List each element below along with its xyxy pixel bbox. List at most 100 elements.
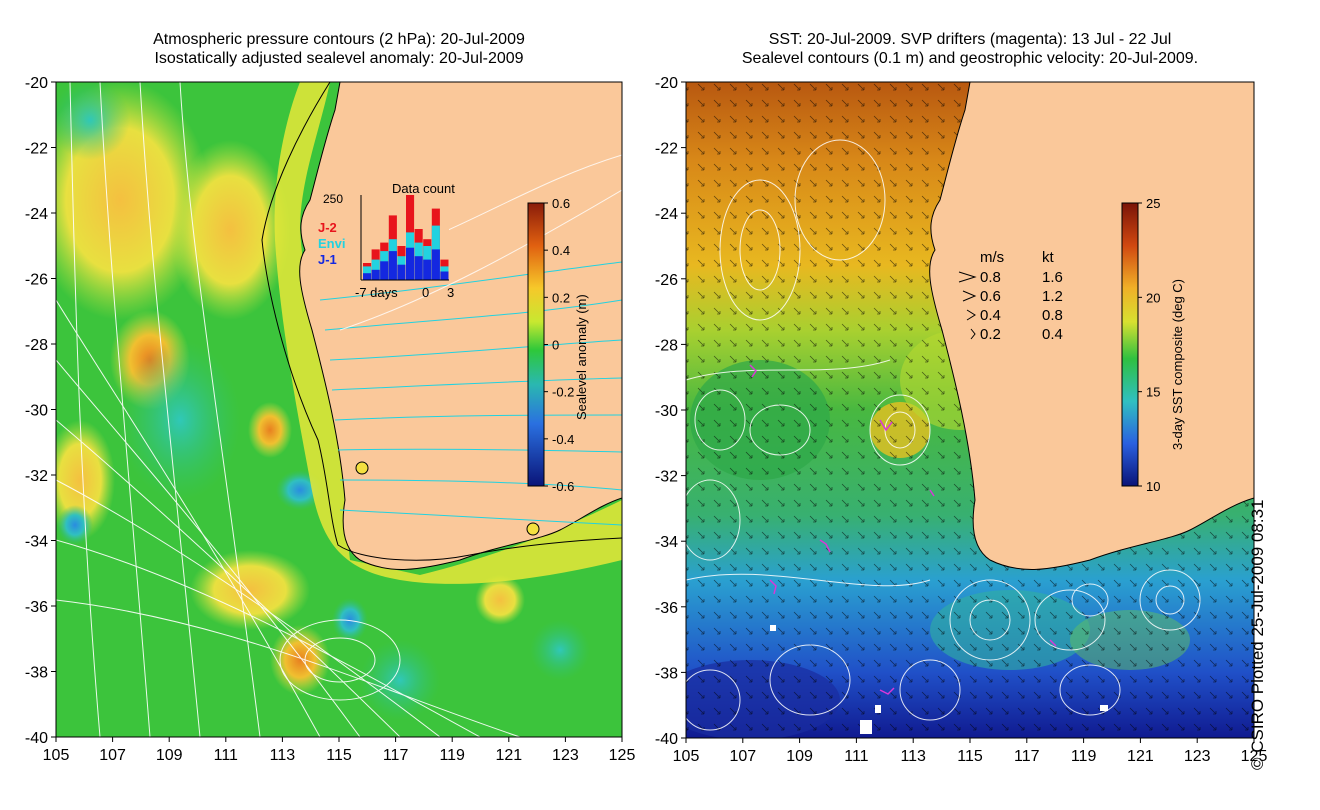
right-lat-label: -36 xyxy=(655,600,678,617)
velocity-legend-kt: 0.4 xyxy=(1042,326,1063,343)
right-lat-label: -22 xyxy=(655,141,678,158)
data-count-bar-j1 xyxy=(388,251,397,280)
data-count-bar-j1 xyxy=(414,256,423,280)
legend-j2: J-2 xyxy=(318,220,337,235)
data-count-bar-j1 xyxy=(380,261,389,280)
left-lon-label: 119 xyxy=(439,747,465,764)
right-lat-label: -30 xyxy=(655,403,678,420)
right-lon-label: 121 xyxy=(1127,748,1154,765)
sst-colorbar: 25 20 15 10 3-day SST composite (deg C) xyxy=(1121,196,1185,494)
right-lon-label: 107 xyxy=(729,748,756,765)
right-lat-label: -32 xyxy=(655,469,678,486)
data-count-xlabel-start: -7 days xyxy=(355,285,398,300)
data-count-bar-j1 xyxy=(431,249,440,280)
right-lon-label: 111 xyxy=(844,748,868,765)
left-lat-label: -30 xyxy=(25,403,48,420)
sla-colorbar-label: Sealevel anomaly (m) xyxy=(574,294,589,420)
left-lat-label: -22 xyxy=(25,141,48,158)
legend-j1: J-1 xyxy=(318,252,337,267)
legend-envi: Envi xyxy=(318,236,345,251)
sst-colorbar-tick-label: 10 xyxy=(1146,479,1160,494)
sst-colorbar-label: 3-day SST composite (deg C) xyxy=(1170,279,1185,450)
left-lon-label: 115 xyxy=(326,747,352,764)
left-lon-label: 117 xyxy=(383,747,409,764)
left-lat-label: -20 xyxy=(25,75,48,92)
right-lat-label: -26 xyxy=(655,272,678,289)
sla-colorbar-tick-label: -0.6 xyxy=(552,479,574,494)
sla-colorbar-tick-label: -0.4 xyxy=(552,432,574,447)
left-lat-label: -32 xyxy=(25,468,48,485)
sst-colorbar-tick-label: 20 xyxy=(1146,290,1160,305)
left-lon-label: 107 xyxy=(99,747,126,764)
sla-colorbar: 0.6 0.4 0.2 0 -0.2 -0.4 -0.6 Sealevel anomaly … xyxy=(527,196,589,494)
sla-colorbar-tick-label: 0.6 xyxy=(552,196,570,211)
data-count-bar-j1 xyxy=(397,264,406,280)
velocity-legend-ms: 0.4 xyxy=(980,307,1001,324)
data-count-max: 250 xyxy=(323,192,343,206)
sla-colorbar-tick-label: 0.2 xyxy=(552,290,570,305)
velocity-arrow-icon xyxy=(958,271,977,283)
sla-colorbar-tick-label: 0.4 xyxy=(552,243,570,258)
right-lon-label: 123 xyxy=(1184,748,1211,765)
right-title: SST: 20-Jul-2009. SVP drifters (magenta)… xyxy=(686,30,1254,68)
data-count-inset: Data count 250 -7 days 0 3 J-2 Envi J-1 xyxy=(318,181,455,300)
right-lon-label: 119 xyxy=(1071,748,1097,765)
right-lat-label: -28 xyxy=(655,337,678,354)
velocity-legend-ms: 0.2 xyxy=(980,326,1001,343)
data-count-xlabel-end: 3 xyxy=(447,285,454,300)
left-lon-label: 109 xyxy=(156,747,183,764)
right-title-line1: SST: 20-Jul-2009. SVP drifters (magenta)… xyxy=(768,31,1172,48)
data-count-title: Data count xyxy=(392,181,455,196)
right-lon-label: 109 xyxy=(786,748,813,765)
left-lon-label: 125 xyxy=(609,747,636,764)
data-count-bar-j1 xyxy=(406,247,415,280)
left-title-line1: Atmospheric pressure contours (2 hPa): 2… xyxy=(153,31,525,48)
velocity-legend-kt: 0.8 xyxy=(1042,307,1063,324)
left-lat-label: -28 xyxy=(25,337,48,354)
left-title: Atmospheric pressure contours (2 hPa): 2… xyxy=(56,30,622,68)
left-lat-label: -40 xyxy=(25,730,48,747)
sla-colorbar-tick-label: -0.2 xyxy=(552,385,574,400)
velocity-legend-ms: 0.6 xyxy=(980,288,1001,305)
left-lon-label: 113 xyxy=(270,747,296,764)
data-count-bar-j1 xyxy=(440,271,449,280)
sla-colorbar-tick-label: 0 xyxy=(552,338,559,353)
right-lon-label: 125 xyxy=(1241,748,1268,765)
right-lon-label: 117 xyxy=(1014,748,1040,765)
velocity-legend: m/s kt 0.8 1.6 0.6 1.2 0.4 0.8 0.2 0.4 xyxy=(958,249,1063,343)
right-lat-label: -38 xyxy=(655,665,678,682)
data-count-bar-j1 xyxy=(371,269,380,280)
sst-colorbar-tick-label: 25 xyxy=(1146,196,1160,211)
left-title-line2: Isostatically adjusted sealevel anomaly:… xyxy=(154,50,524,67)
right-lat-label: -34 xyxy=(655,534,678,551)
right-title-line2: Sealevel contours (0.1 m) and geostrophi… xyxy=(741,50,1199,67)
credit-text: © CSIRO Plotted 25-Jul-2009 08:31 xyxy=(1248,499,1267,770)
left-lon-label: 121 xyxy=(495,747,522,764)
left-lat-label: -24 xyxy=(25,206,48,223)
velocity-arrow-icon xyxy=(962,290,977,302)
right-lat-label: -20 xyxy=(655,75,678,92)
data-count-bar-j1 xyxy=(423,259,432,280)
velocity-legend-header-kt: kt xyxy=(1042,249,1055,266)
sst-colorbar-tick-label: 15 xyxy=(1146,385,1160,400)
right-lat-label: -40 xyxy=(655,731,678,748)
right-lon-label: 115 xyxy=(957,748,983,765)
right-lat-label: -24 xyxy=(655,206,678,223)
left-lat-label: -38 xyxy=(25,665,48,682)
left-lon-label: 123 xyxy=(552,747,579,764)
right-lon-label: 113 xyxy=(900,748,926,765)
left-lat-label: -36 xyxy=(25,599,48,616)
velocity-arrow-icon xyxy=(966,309,976,321)
data-count-xlabel-zero: 0 xyxy=(422,285,429,300)
left-lon-label: 105 xyxy=(43,747,70,764)
left-lat-label: -34 xyxy=(25,534,48,551)
velocity-arrow-icon xyxy=(970,328,976,340)
left-lon-label: 111 xyxy=(214,747,238,764)
velocity-legend-kt: 1.6 xyxy=(1042,269,1063,286)
right-lon-label: 105 xyxy=(673,748,700,765)
velocity-legend-header-ms: m/s xyxy=(980,249,1004,266)
